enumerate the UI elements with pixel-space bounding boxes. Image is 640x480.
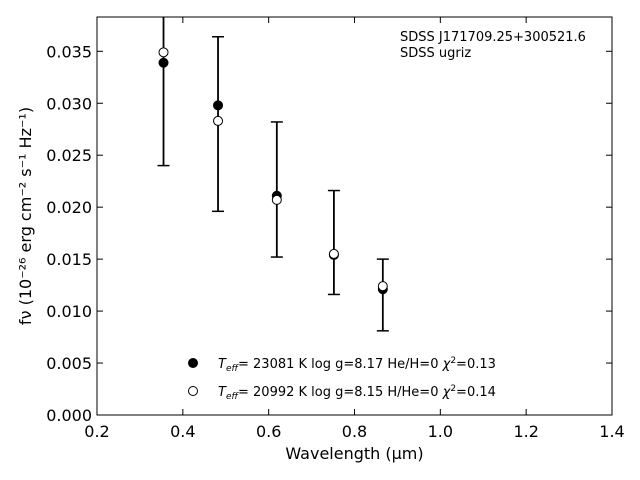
point-open <box>328 248 339 259</box>
legend-marker-open <box>188 386 198 396</box>
y-tick-label: 0.025 <box>46 146 92 165</box>
x-tick-label: 0.4 <box>170 422 195 441</box>
point-open <box>213 115 224 126</box>
annotation-object: SDSS J171709.25+300521.6 <box>400 30 586 45</box>
plot-area: 0.2 0.4 0.6 0.8 1.0 1.2 1.4 0.0000.0050.0100.0… <box>46 16 625 441</box>
x-tick-label: 1.2 <box>513 422 538 441</box>
x-tick-label: 0.6 <box>256 422 281 441</box>
y-axis-label: fν (10⁻²⁶ erg cm⁻² s⁻¹ Hz⁻¹) <box>16 107 35 325</box>
error-bars <box>157 17 389 332</box>
y-tick-label: 0.005 <box>46 354 92 373</box>
legend-label-open: Teff= 20992 K log g=8.15 H/He=0 χ2=0.14 <box>218 384 496 402</box>
point-open <box>271 194 282 205</box>
y-tick-label: 0.020 <box>46 198 92 217</box>
point-filled <box>158 57 169 68</box>
legend-marker-filled <box>188 358 198 368</box>
x-axis-label: Wavelength (μm) <box>285 444 423 463</box>
y-axis-ticks: 0.000 0.005 0.010 0.015 0.020 0.025 0.030 0.035 <box>46 42 612 425</box>
legend: Teff= 23081 K log g=8.17 He/H=0 χ2=0.13 … <box>188 356 496 402</box>
y-tick-label: 0.015 <box>46 250 92 269</box>
plot-frame <box>96 16 613 416</box>
annotation-survey: SDSS ugriz <box>400 46 471 61</box>
y-tick-label: 0.000 <box>46 406 92 425</box>
x-tick-label: 1.4 <box>599 422 624 441</box>
point-filled <box>213 100 224 111</box>
y-tick-label: 0.030 <box>46 94 92 113</box>
point-open <box>377 281 388 292</box>
y-tick-label: 0.010 <box>46 302 92 321</box>
x-axis-ticks: 0.2 0.4 0.6 0.8 1.0 1.2 1.4 <box>84 17 625 441</box>
x-tick-label: 0.8 <box>342 422 367 441</box>
x-tick-label: 1.0 <box>428 422 453 441</box>
data-markers <box>158 47 388 295</box>
x-tick-label: 0.2 <box>84 422 109 441</box>
point-open <box>158 47 169 58</box>
y-tick-label: 0.035 <box>46 42 92 61</box>
legend-label-filled: Teff= 23081 K log g=8.17 He/H=0 χ2=0.13 <box>218 356 496 374</box>
